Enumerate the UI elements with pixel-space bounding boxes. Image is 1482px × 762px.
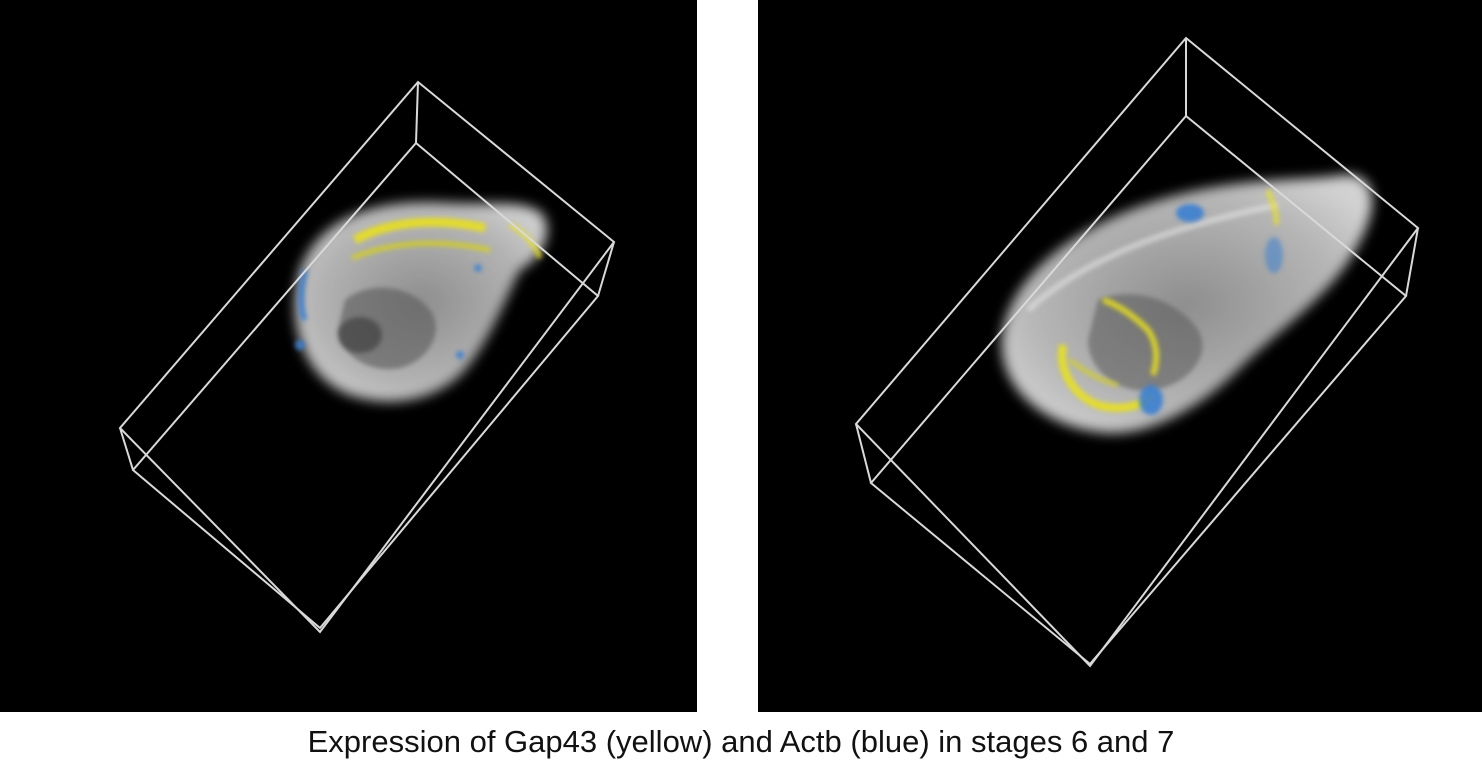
stage-6-volume-render bbox=[0, 0, 697, 712]
figure-caption: Expression of Gap43 (yellow) and Actb (b… bbox=[0, 722, 1482, 762]
stage-7-volume-render bbox=[758, 0, 1482, 712]
stage-6-tissue bbox=[295, 202, 547, 401]
stage-6-render-panel bbox=[0, 0, 697, 712]
stage-7-render-panel bbox=[758, 0, 1482, 712]
